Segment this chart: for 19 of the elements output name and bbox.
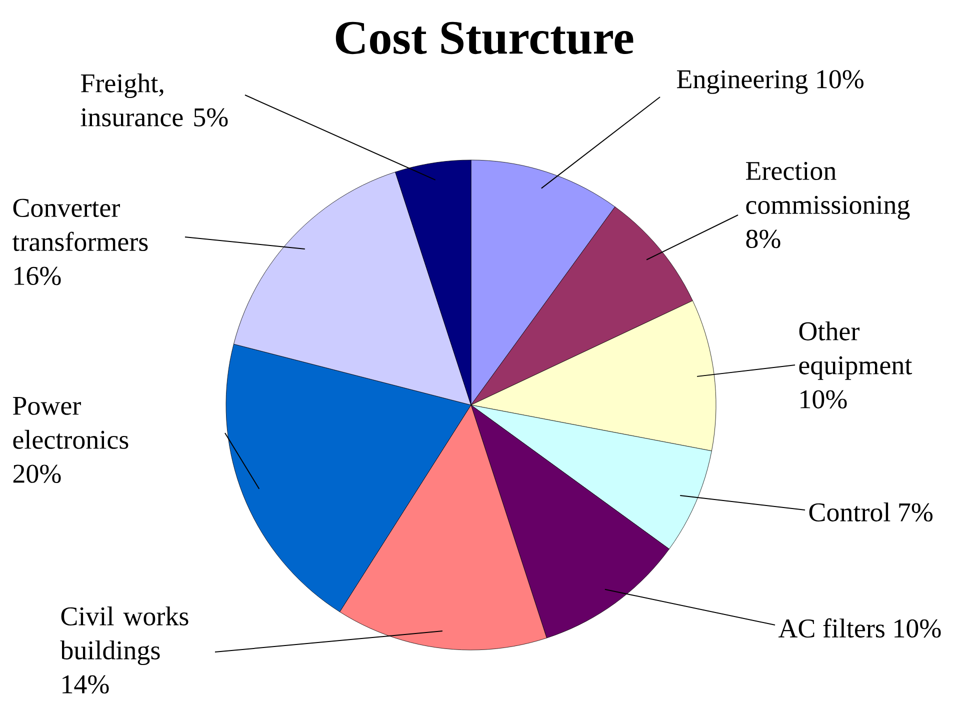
data-label: 8% xyxy=(746,230,780,248)
slice-label: Other equipment xyxy=(799,321,912,380)
slice-label: Control xyxy=(809,502,890,522)
legend-label: Converter transformers xyxy=(12,198,148,252)
slice-label: Civil works buildings xyxy=(60,606,188,666)
slice-label: Freight, insurance xyxy=(80,73,183,126)
slice-label: Engineering xyxy=(676,70,808,94)
data-label: 5% xyxy=(194,108,228,127)
slice-label: AC filters xyxy=(778,618,884,638)
data-label: 10% xyxy=(817,70,864,88)
data-label: 20% xyxy=(13,464,61,484)
data-label: 16% xyxy=(14,266,61,286)
data-label: 14% xyxy=(62,675,109,694)
data-label: 10% xyxy=(800,390,847,409)
data-label: 10% xyxy=(894,619,941,638)
slice-label: Power electronics xyxy=(12,396,128,449)
data-label: 7% xyxy=(899,503,933,522)
slice-label: Erection commissioning xyxy=(746,162,910,220)
chart-title: Cost Sturcture xyxy=(336,22,634,54)
